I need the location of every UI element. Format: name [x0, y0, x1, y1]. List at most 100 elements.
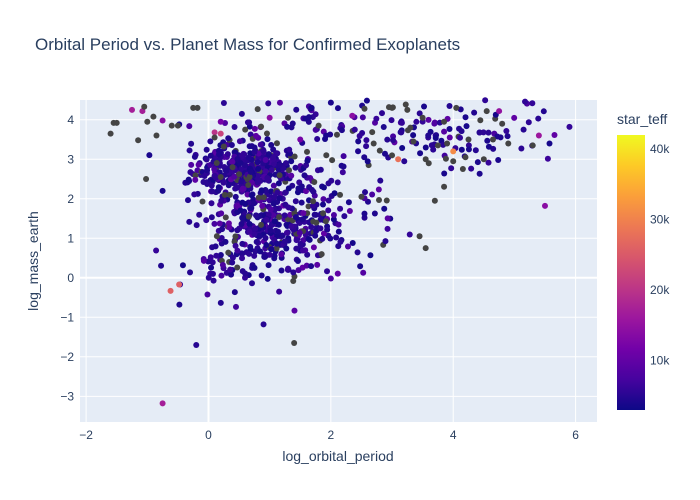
data-point — [276, 288, 283, 295]
data-point — [544, 155, 551, 162]
data-point — [219, 261, 226, 268]
data-point — [310, 198, 317, 205]
data-point — [395, 156, 402, 163]
data-point — [254, 159, 261, 166]
data-point — [262, 253, 269, 260]
data-point — [319, 235, 326, 242]
data-point — [384, 136, 391, 143]
data-point — [354, 249, 361, 256]
data-point — [274, 150, 281, 157]
data-point — [529, 100, 536, 107]
data-point — [107, 130, 114, 137]
data-point — [318, 251, 325, 258]
data-point — [286, 146, 293, 153]
data-point — [253, 238, 260, 245]
data-point — [340, 163, 347, 170]
data-point — [242, 270, 249, 277]
data-point — [297, 241, 304, 248]
data-point — [113, 119, 120, 126]
data-point — [363, 143, 370, 150]
data-point — [462, 114, 469, 121]
data-point — [265, 100, 272, 107]
data-point — [265, 151, 272, 158]
data-point — [211, 129, 218, 136]
data-point — [323, 152, 330, 159]
data-point — [226, 191, 233, 198]
data-point — [337, 205, 344, 212]
data-point — [304, 157, 311, 164]
data-point — [541, 202, 548, 209]
data-point — [159, 187, 166, 194]
data-point — [503, 127, 510, 134]
data-point — [457, 134, 464, 141]
data-point — [220, 143, 227, 150]
data-point — [399, 144, 406, 151]
data-point — [279, 232, 286, 239]
data-point — [522, 98, 529, 105]
data-point — [218, 210, 225, 217]
data-point — [174, 122, 181, 129]
data-point — [278, 251, 285, 258]
data-point — [324, 226, 331, 233]
data-point — [271, 160, 278, 167]
data-point — [276, 162, 283, 169]
data-point — [222, 238, 229, 245]
data-point — [216, 220, 223, 227]
colorbar-tick-label: 40k — [650, 142, 670, 156]
data-point — [176, 281, 183, 288]
data-point — [292, 198, 299, 205]
data-point — [334, 105, 341, 112]
data-point — [288, 158, 295, 165]
data-point — [398, 119, 405, 126]
data-point — [264, 174, 271, 181]
data-point — [200, 257, 207, 264]
data-point — [251, 200, 258, 207]
data-point — [291, 153, 298, 160]
data-point — [474, 159, 481, 166]
data-point — [167, 287, 174, 294]
data-point — [208, 214, 215, 221]
data-point — [251, 149, 258, 156]
data-point — [308, 104, 315, 111]
data-point — [299, 247, 306, 254]
data-point — [228, 141, 235, 148]
data-point — [268, 167, 275, 174]
data-point — [234, 264, 241, 271]
data-point — [251, 144, 258, 151]
data-point — [314, 261, 321, 268]
data-point — [271, 218, 278, 225]
data-point — [213, 174, 220, 181]
data-points — [107, 97, 573, 407]
y-tick-label: 3 — [67, 152, 74, 166]
data-point — [259, 202, 266, 209]
data-point — [285, 114, 292, 121]
data-point — [186, 123, 193, 130]
data-point — [371, 210, 378, 217]
data-point — [251, 264, 258, 271]
data-point — [245, 181, 252, 188]
data-point — [246, 173, 253, 180]
data-point — [229, 164, 236, 171]
data-point — [207, 152, 214, 159]
data-point — [270, 211, 277, 218]
data-point — [301, 172, 308, 179]
data-point — [262, 235, 269, 242]
data-point — [361, 210, 368, 217]
data-point — [331, 190, 338, 197]
data-point — [340, 153, 347, 160]
x-tick-label: 2 — [328, 428, 335, 442]
data-point — [453, 104, 460, 111]
data-point — [218, 272, 225, 279]
data-point — [308, 263, 315, 270]
data-point — [344, 243, 351, 250]
data-point — [193, 341, 200, 348]
data-point — [236, 138, 243, 145]
data-point — [275, 228, 282, 235]
data-point — [459, 165, 466, 172]
data-point — [248, 204, 255, 211]
data-point — [349, 239, 356, 246]
data-point — [465, 136, 472, 143]
data-point — [482, 97, 489, 104]
data-point — [338, 127, 345, 134]
